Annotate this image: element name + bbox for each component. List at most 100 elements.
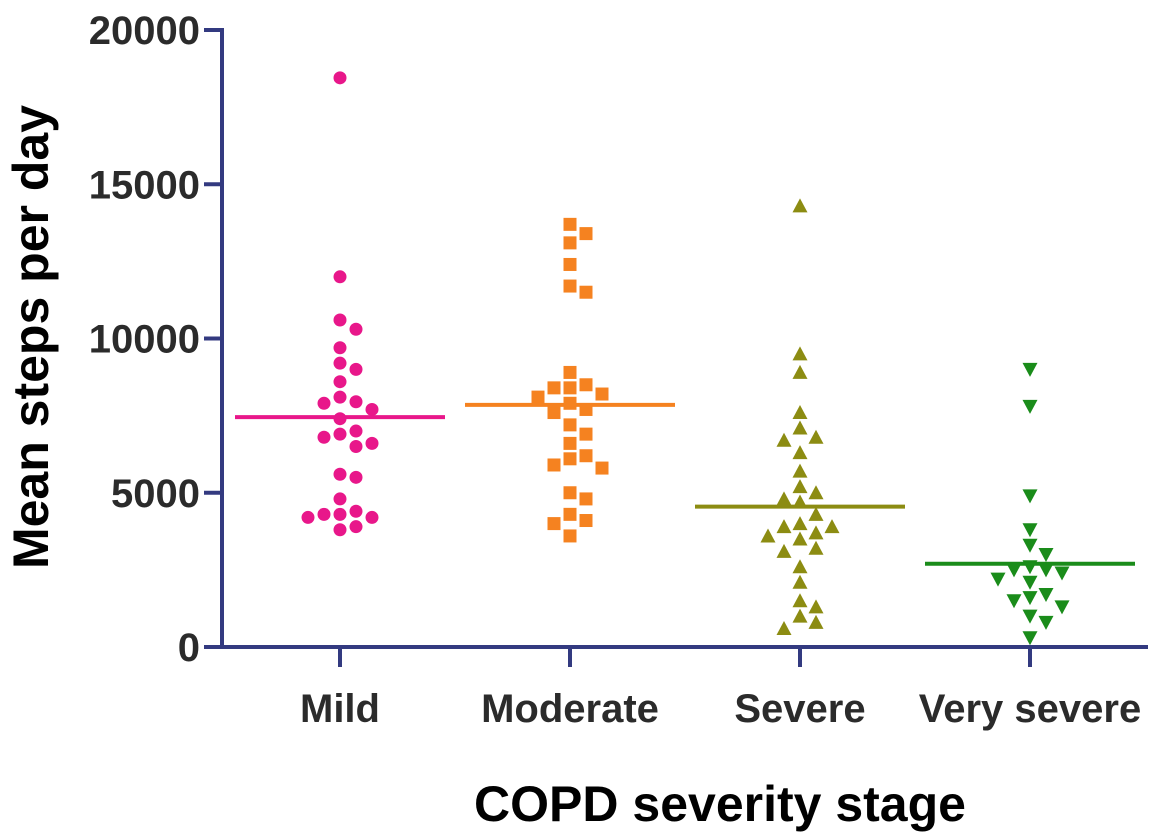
data-points — [301, 71, 1070, 646]
data-point — [792, 346, 808, 361]
data-point — [990, 572, 1006, 587]
data-point — [808, 506, 824, 521]
data-point — [365, 402, 379, 416]
data-point — [1022, 362, 1038, 377]
data-point — [808, 429, 824, 444]
data-point — [547, 406, 561, 420]
data-point — [531, 390, 545, 404]
data-point — [1022, 489, 1038, 504]
data-point — [349, 395, 363, 409]
data-point — [333, 427, 347, 441]
data-point — [333, 390, 347, 404]
data-point — [776, 620, 792, 635]
data-point — [333, 523, 347, 537]
data-point — [808, 485, 824, 500]
data-point — [563, 436, 577, 450]
x-tick-label: Mild — [300, 687, 380, 731]
data-point — [1038, 588, 1054, 603]
data-point — [563, 257, 577, 271]
x-axis-title: COPD severity stage — [474, 776, 966, 832]
data-point — [1022, 523, 1038, 538]
data-point — [563, 486, 577, 500]
data-point — [792, 405, 808, 420]
data-point — [808, 525, 824, 540]
data-point — [579, 285, 593, 299]
data-point — [595, 387, 609, 401]
data-point — [563, 365, 577, 379]
y-tick-label: 5000 — [111, 472, 200, 516]
data-point — [579, 449, 593, 463]
x-axis: Mild Moderate Severe Very severe — [220, 645, 1148, 731]
data-point — [547, 381, 561, 395]
y-tick-label: 10000 — [89, 318, 200, 362]
data-point — [563, 236, 577, 250]
data-point — [547, 517, 561, 531]
x-tick-label: Moderate — [481, 687, 659, 731]
data-point — [776, 432, 792, 447]
data-point — [1022, 609, 1038, 624]
data-point — [808, 599, 824, 614]
y-tick-label: 20000 — [89, 9, 200, 53]
data-point — [1022, 575, 1038, 590]
y-axis-title: Mean steps per day — [3, 105, 59, 569]
data-point — [792, 364, 808, 379]
data-point — [563, 418, 577, 432]
data-point — [792, 608, 808, 623]
x-tick-label: Very severe — [919, 687, 1141, 731]
data-point — [776, 519, 792, 534]
data-point — [333, 341, 347, 355]
data-point — [579, 514, 593, 528]
data-point — [1038, 615, 1054, 630]
data-point — [563, 381, 577, 395]
data-point — [317, 430, 331, 444]
data-point — [333, 467, 347, 481]
data-point — [349, 439, 363, 453]
data-point — [792, 593, 808, 608]
data-point — [349, 362, 363, 376]
data-point — [808, 540, 824, 555]
data-point — [760, 528, 776, 543]
data-point — [824, 519, 840, 534]
y-tick-label: 0 — [178, 626, 200, 670]
data-point — [349, 520, 363, 534]
data-point — [1022, 538, 1038, 553]
y-axis: 0 5000 10000 15000 20000 — [89, 9, 224, 670]
data-point — [349, 470, 363, 484]
data-point — [1022, 631, 1038, 646]
data-point — [792, 479, 808, 494]
data-point — [563, 529, 577, 543]
data-point — [1006, 563, 1022, 578]
data-point — [1022, 399, 1038, 414]
data-point — [579, 378, 593, 392]
data-point — [792, 198, 808, 213]
data-point — [776, 491, 792, 506]
data-point — [792, 559, 808, 574]
data-point — [365, 510, 379, 524]
data-point — [563, 217, 577, 231]
data-point — [792, 574, 808, 589]
data-point — [349, 322, 363, 336]
data-point — [1038, 563, 1054, 578]
data-point — [1054, 566, 1070, 581]
data-point — [333, 507, 347, 521]
data-point — [792, 463, 808, 478]
data-point — [579, 427, 593, 441]
data-point — [333, 71, 347, 85]
data-point — [333, 492, 347, 506]
median-lines — [235, 402, 1135, 566]
data-point — [1006, 594, 1022, 609]
data-point — [333, 356, 347, 370]
data-point — [563, 279, 577, 293]
y-tick-label: 15000 — [89, 163, 200, 207]
data-point — [792, 516, 808, 531]
data-point — [365, 436, 379, 450]
data-point — [333, 375, 347, 389]
data-point — [792, 531, 808, 546]
data-point — [776, 543, 792, 558]
data-point — [563, 452, 577, 466]
data-point — [317, 396, 331, 410]
data-point — [317, 507, 331, 521]
data-point — [333, 313, 347, 327]
data-point — [579, 227, 593, 241]
